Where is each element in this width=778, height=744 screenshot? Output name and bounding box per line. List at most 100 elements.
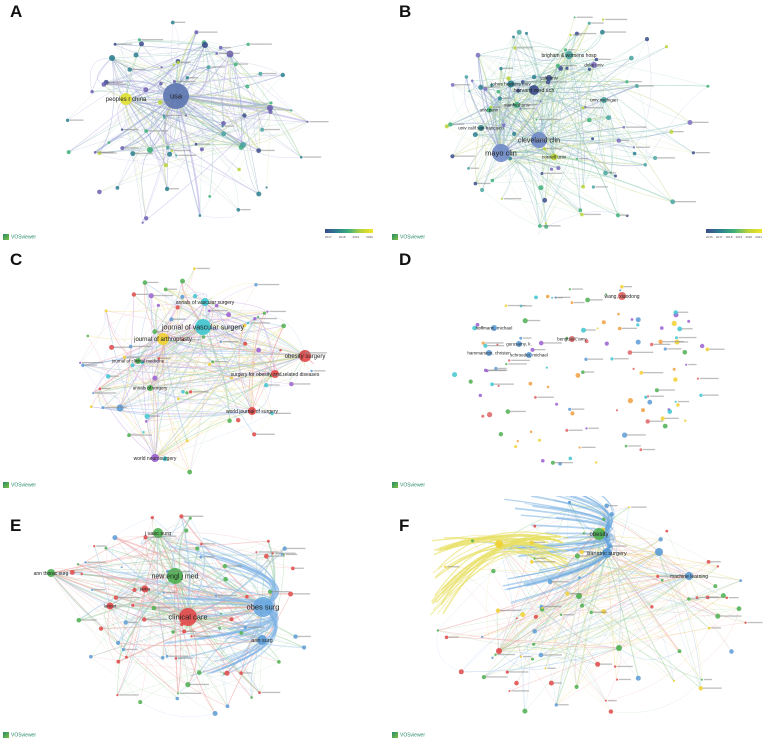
- network-edge: [180, 515, 264, 608]
- minor-node-label: [272, 591, 290, 593]
- network-node: [533, 557, 536, 560]
- minor-node-label: [673, 131, 684, 133]
- network-node: [541, 606, 544, 610]
- network-edge: [111, 53, 231, 59]
- panel-letter: B: [399, 2, 412, 21]
- minor-node-label: [699, 377, 719, 380]
- network-edge: [132, 364, 239, 421]
- vosviewer-logo: VOSviewer: [3, 732, 36, 738]
- network-edge: [608, 117, 694, 153]
- minor-node-label: [664, 417, 679, 419]
- network-edge: [106, 44, 206, 83]
- network-edge: [539, 64, 595, 227]
- network-edge: [452, 84, 694, 153]
- network-node: [104, 546, 108, 550]
- network-map: obesity bariatric surgery machine learning: [429, 496, 763, 714]
- network-edge: [658, 551, 703, 680]
- minor-node-label: [538, 118, 560, 121]
- minor-node-label: [578, 32, 597, 35]
- network-edge: [445, 566, 557, 705]
- minor-node-label: [256, 433, 275, 435]
- node-label: cornell univ: [542, 155, 567, 161]
- network-node: [699, 393, 703, 397]
- minor-node-label: [535, 138, 554, 140]
- network-node: [645, 419, 650, 424]
- network-node: [667, 409, 673, 414]
- network-node: [176, 692, 179, 695]
- network-node: [104, 309, 108, 313]
- network-edge: [199, 42, 205, 216]
- minor-node-label: [97, 151, 114, 153]
- network-edge: [111, 57, 170, 155]
- network-edge: [446, 120, 593, 139]
- network-edge: [498, 595, 580, 652]
- network-edge: [540, 187, 583, 215]
- network-node: [221, 121, 226, 126]
- network-edge: [541, 64, 595, 174]
- network-node: [256, 191, 262, 197]
- network-edge: [488, 109, 541, 227]
- network-edge: [516, 17, 575, 106]
- network-edge: [119, 307, 178, 409]
- network-edge: [488, 109, 609, 125]
- network-edge: [548, 74, 638, 87]
- minor-node-label: [146, 281, 159, 284]
- network-edge: [93, 392, 188, 401]
- network-node: [220, 612, 223, 615]
- network-edge: [89, 57, 113, 92]
- network-edge: [658, 551, 702, 689]
- minor-node-label: [470, 167, 479, 169]
- network-node: [195, 546, 200, 551]
- network-edge: [533, 89, 544, 227]
- network-node: [185, 391, 189, 395]
- year-colorbar: [706, 229, 762, 233]
- network-edge: [618, 647, 680, 660]
- network-node-major: [496, 648, 502, 654]
- minor-node-label: [101, 388, 111, 390]
- network-node: [620, 285, 624, 289]
- network-edge: [658, 551, 702, 689]
- network-node: [578, 576, 581, 579]
- network-edge: [169, 64, 236, 155]
- network-edge: [475, 118, 482, 129]
- network-edge: [452, 36, 514, 157]
- network-edge: [50, 570, 146, 590]
- network-edge: [114, 537, 189, 618]
- network-edge: [124, 357, 151, 389]
- network-node: [175, 305, 180, 310]
- minor-node-label: [264, 128, 281, 131]
- minor-node-label: [576, 16, 593, 18]
- network-node: [252, 432, 257, 437]
- network-edge: [111, 57, 197, 145]
- network-node: [685, 363, 688, 366]
- minor-node-label: [503, 198, 522, 200]
- network-node: [639, 370, 644, 375]
- network-node: [601, 320, 606, 325]
- panel-d: D schroeder, michael hammarsten, christen…: [389, 248, 778, 496]
- network-edge: [605, 628, 710, 701]
- network-edge: [119, 322, 249, 409]
- network-edge: [576, 552, 608, 687]
- network-node: [160, 66, 163, 69]
- network-node: [528, 381, 533, 386]
- network-node: [162, 114, 166, 117]
- network-node-major: [550, 153, 558, 161]
- network-edge: [114, 44, 206, 55]
- network-node: [687, 120, 693, 125]
- network-node-major: [495, 540, 503, 548]
- network-node: [579, 549, 584, 555]
- network-edge: [488, 65, 559, 111]
- network-edge: [94, 545, 164, 593]
- network-node: [290, 109, 293, 112]
- network-node: [193, 267, 196, 270]
- network-node: [107, 141, 111, 144]
- network-edge: [510, 80, 628, 85]
- network-edge: [548, 77, 635, 154]
- network-node: [222, 563, 228, 569]
- network-node: [478, 393, 482, 398]
- network-edge: [105, 547, 220, 629]
- network-edge: [165, 289, 276, 375]
- network-edge: [149, 284, 257, 389]
- network-edge: [167, 636, 193, 657]
- minor-node-label: [169, 188, 179, 190]
